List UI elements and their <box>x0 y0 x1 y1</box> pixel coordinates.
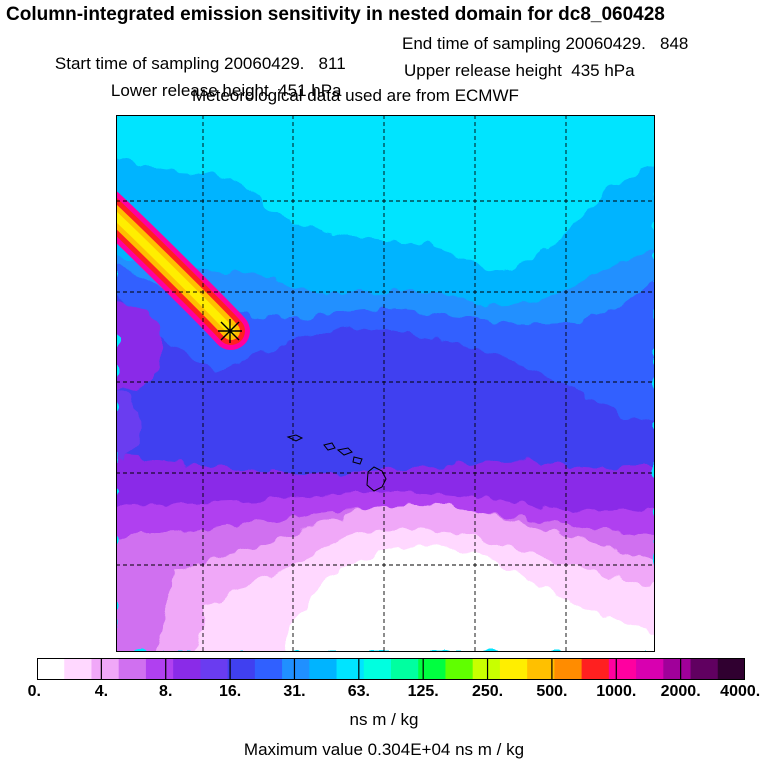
colorbar-tick-label: 500. <box>536 683 568 700</box>
colorbar <box>37 658 745 680</box>
island-outlines <box>286 434 387 492</box>
colorbar-segment <box>145 658 174 680</box>
start-time-label: Start time of sampling 20060429. 811 <box>54 54 346 73</box>
field-white <box>286 545 655 652</box>
colorbar-segment <box>418 658 447 680</box>
colorbar-segment <box>363 658 392 680</box>
colorbar-tick-label: 250. <box>471 683 504 700</box>
colorbar-frame <box>37 658 745 680</box>
colorbar-tick-label: 31. <box>283 683 306 700</box>
colorbar-tick-label: 63. <box>347 683 370 700</box>
plot-frame <box>116 115 655 652</box>
colorbar-tick-label: 4000. <box>720 683 761 700</box>
colorbar-segment <box>37 658 65 680</box>
colorbar-segment <box>64 658 93 680</box>
lower-release-label: Lower release height 451 hPa <box>110 81 342 100</box>
colorbar-tick-label: 2000. <box>660 683 701 700</box>
colorbar-segment <box>391 658 419 680</box>
colorbar-segment <box>581 658 610 680</box>
colorbar-segment <box>663 658 692 680</box>
colorbar-tick-label: 4. <box>94 683 109 700</box>
plume <box>116 190 250 350</box>
colorbar-segment <box>309 658 338 680</box>
end-time-label: End time of sampling 20060429. 848 <box>402 34 689 53</box>
colorbar-tick-label: 0. <box>27 683 42 700</box>
chart-title: Column-integrated emission sensitivity i… <box>6 4 665 25</box>
colorbar-tick-label: 125. <box>407 683 439 700</box>
release-heights: Lower release height 451 hPa Upper relea… <box>92 61 635 141</box>
colorbar-segment <box>336 658 365 680</box>
sensitivity-map <box>116 115 655 652</box>
max-value-label: Maximum value 0.304E+04 ns m / kg <box>243 740 525 759</box>
colorbar-segment <box>554 658 583 680</box>
colorbar-segment <box>527 658 555 680</box>
field-left-purple-2 <box>116 390 140 458</box>
colorbar-segment <box>118 658 147 680</box>
met-data-label: Meteorological data used are from ECMWF <box>192 86 519 105</box>
colorbar-units: ns m / kg <box>349 710 419 729</box>
colorbar-segment <box>200 658 229 680</box>
colorbar-segment <box>254 658 283 680</box>
colorbar-segment <box>472 658 501 680</box>
colorbar-tick-label: 1000. <box>596 683 637 700</box>
colorbar-segment <box>636 658 664 680</box>
colorbar-segment <box>445 658 474 680</box>
colorbar-segment <box>173 658 201 680</box>
colorbar-segment <box>608 658 637 680</box>
colorbar-segment <box>282 658 310 680</box>
colorbar-segment <box>690 658 719 680</box>
upper-release-label: Upper release height 435 hPa <box>404 61 635 80</box>
grid-lines <box>116 115 655 652</box>
colorbar-segment <box>499 658 528 680</box>
colorbar-segment <box>91 658 120 680</box>
sampling-times: Start time of sampling 20060429. 811 End… <box>36 34 688 114</box>
colorbar-segment <box>227 658 256 680</box>
colorbar-tick-label: 8. <box>159 683 173 700</box>
colorbar-segment <box>717 658 745 680</box>
colorbar-tick-label: 16. <box>218 683 242 700</box>
release-site-marker <box>218 319 242 343</box>
field-left-purple <box>116 300 162 392</box>
